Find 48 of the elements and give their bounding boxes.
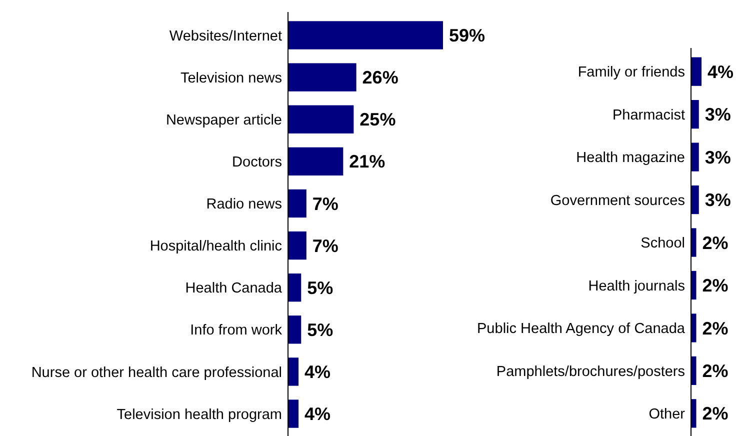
bar bbox=[288, 231, 306, 260]
data-label: 5% bbox=[307, 278, 334, 298]
data-label: 2% bbox=[702, 232, 728, 253]
data-label: 26% bbox=[362, 68, 398, 88]
data-label: 2% bbox=[702, 360, 728, 381]
y-tick-label: Info from work bbox=[190, 322, 283, 339]
data-label: 2% bbox=[702, 404, 728, 424]
bar bbox=[288, 21, 443, 50]
data-label: 25% bbox=[360, 110, 396, 130]
y-tick-label: School bbox=[640, 236, 685, 252]
data-label: 3% bbox=[704, 104, 731, 125]
y-tick-label: Nurse or other health care professional bbox=[31, 364, 282, 381]
y-tick-label: Government sources bbox=[550, 192, 685, 209]
data-label: 4% bbox=[304, 404, 331, 424]
y-tick-label: Pharmacist bbox=[612, 107, 685, 124]
y-tick-label: Television news bbox=[180, 70, 282, 86]
data-label: 7% bbox=[312, 236, 338, 256]
y-tick-label: Radio news bbox=[206, 196, 282, 213]
bar bbox=[288, 273, 302, 302]
y-tick-label: Health journals bbox=[588, 278, 685, 294]
y-tick-label: Pamphlets/brochures/posters bbox=[496, 364, 685, 380]
data-label: 7% bbox=[312, 194, 338, 214]
data-label: 5% bbox=[307, 320, 334, 340]
data-label: 21% bbox=[349, 152, 386, 172]
data-label: 4% bbox=[708, 62, 734, 82]
y-tick-label: Doctors bbox=[232, 154, 282, 170]
data-label: 3% bbox=[704, 190, 731, 210]
data-label: 2% bbox=[702, 276, 728, 296]
y-tick-label: Public Health Agency of Canada bbox=[477, 321, 686, 338]
bar bbox=[288, 316, 302, 344]
bar bbox=[288, 105, 354, 134]
bar bbox=[288, 400, 299, 428]
data-label: 2% bbox=[702, 318, 728, 338]
y-tick-label: Newspaper article bbox=[166, 112, 282, 128]
y-tick-label: Hospital/health clinic bbox=[150, 238, 282, 255]
bar bbox=[288, 358, 299, 386]
data-label: 4% bbox=[304, 362, 331, 382]
y-tick-label: Health magazine bbox=[576, 150, 685, 166]
data-label: 59% bbox=[449, 26, 486, 46]
y-tick-label: Health Canada bbox=[185, 280, 283, 297]
y-tick-label: Websites/Internet bbox=[169, 28, 282, 44]
bar bbox=[288, 63, 356, 92]
y-tick-label: Television health program bbox=[116, 406, 282, 423]
bar bbox=[288, 189, 306, 218]
y-tick-label: Other bbox=[648, 406, 686, 422]
data-label: 3% bbox=[704, 147, 731, 168]
bar bbox=[288, 147, 344, 176]
y-tick-label: Family or friends bbox=[578, 64, 685, 81]
